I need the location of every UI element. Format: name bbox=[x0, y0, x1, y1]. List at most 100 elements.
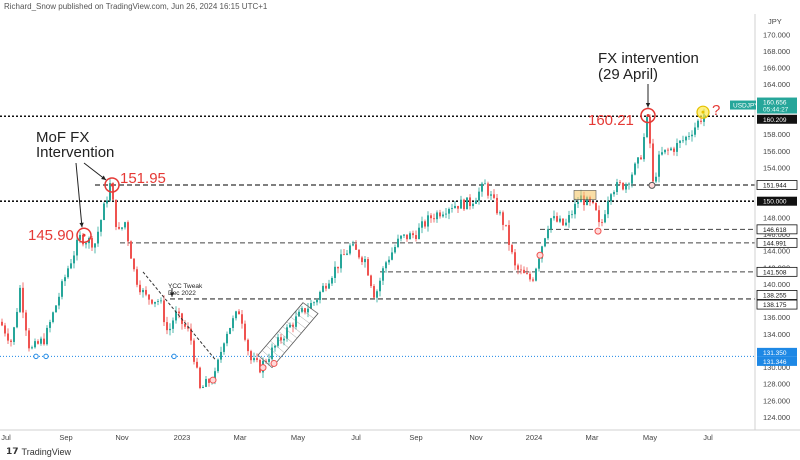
candle-body bbox=[397, 238, 399, 248]
candle-body bbox=[103, 203, 105, 221]
candle-body bbox=[586, 197, 588, 206]
countdown-label: 05:44:27 bbox=[763, 107, 789, 114]
candle-body bbox=[61, 281, 63, 297]
channel-hatch bbox=[278, 331, 294, 344]
channel-hatch bbox=[290, 316, 306, 329]
candle-body bbox=[136, 269, 138, 285]
price-badge bbox=[757, 347, 797, 357]
candle-body bbox=[607, 201, 609, 215]
y-tick-label: 148.000 bbox=[763, 213, 790, 222]
arrow-to-151 bbox=[83, 162, 107, 181]
candle-body bbox=[514, 252, 516, 266]
channel-hatch bbox=[294, 312, 310, 324]
candle-body bbox=[406, 234, 408, 240]
candle-body bbox=[265, 360, 267, 362]
level-touch-marker bbox=[171, 353, 177, 360]
candle-body bbox=[394, 247, 396, 253]
candle-body bbox=[118, 226, 120, 229]
price-badge bbox=[756, 290, 798, 300]
candle-body bbox=[172, 320, 174, 329]
candle-body bbox=[592, 202, 594, 203]
candle-body bbox=[517, 265, 519, 270]
candle-body bbox=[355, 244, 357, 250]
candle-body bbox=[445, 213, 447, 215]
candle-body bbox=[244, 323, 246, 340]
candle-body bbox=[469, 197, 471, 207]
candle-body bbox=[574, 203, 576, 215]
price-badge-label: 138.175 bbox=[763, 302, 787, 309]
candle-body bbox=[634, 163, 636, 175]
y-tick-label: 130.000 bbox=[763, 363, 790, 372]
candle-body bbox=[628, 183, 630, 185]
candle-body bbox=[145, 289, 147, 295]
candle-body bbox=[70, 263, 72, 269]
candle-body bbox=[379, 280, 381, 292]
y-tick-label: 158.000 bbox=[763, 130, 790, 139]
candle-body bbox=[550, 218, 552, 230]
channel-hatch bbox=[266, 345, 281, 358]
y-tick-label: 126.000 bbox=[763, 396, 790, 405]
candle-body bbox=[505, 224, 507, 226]
candle-body bbox=[367, 259, 369, 276]
candle-body bbox=[511, 244, 513, 253]
candle-body bbox=[553, 216, 555, 219]
candle-body bbox=[76, 239, 78, 256]
candle-body bbox=[16, 311, 18, 328]
candle-body bbox=[457, 205, 459, 209]
candle-body bbox=[649, 116, 651, 144]
swing-point-marker bbox=[648, 181, 656, 189]
candle-body bbox=[55, 305, 57, 313]
candle-body bbox=[658, 154, 660, 177]
y-tick-label: 154.000 bbox=[763, 163, 790, 172]
candle-body bbox=[346, 253, 348, 255]
candle-body bbox=[175, 311, 177, 321]
candle-body bbox=[217, 359, 219, 372]
swing-point-marker bbox=[259, 364, 267, 372]
candle-body bbox=[499, 212, 501, 214]
price-axis[interactable]: JPY124.000126.000128.000130.000132.00013… bbox=[730, 14, 800, 430]
x-tick-label: May bbox=[643, 433, 657, 442]
candle-body bbox=[337, 266, 339, 269]
candle-body bbox=[292, 324, 294, 327]
candle-body bbox=[325, 285, 327, 289]
candle-body bbox=[568, 215, 570, 223]
candle-body bbox=[334, 266, 336, 278]
arrow-ycc-head bbox=[169, 292, 175, 297]
arrow-to-151-head bbox=[101, 175, 106, 180]
y-tick-label: 124.000 bbox=[763, 413, 790, 422]
candle-body bbox=[430, 215, 432, 219]
candle-body bbox=[97, 231, 99, 244]
candle-body bbox=[661, 152, 663, 155]
y-tick-label: 168.000 bbox=[763, 47, 790, 56]
candle-body bbox=[463, 199, 465, 210]
candle-body bbox=[418, 227, 420, 239]
candle-body bbox=[421, 221, 423, 228]
time-axis[interactable]: Jul Sep Nov 2023 Mar May Jul Sep Nov 2024 Mar May Ju… bbox=[0, 429, 800, 442]
candle-body bbox=[490, 194, 492, 196]
tradingview-logo[interactable]: 𝟭𝟳 TradingView bbox=[6, 446, 71, 457]
candle-body bbox=[274, 345, 276, 348]
channel-hatch bbox=[257, 354, 273, 368]
candle-body bbox=[415, 235, 417, 239]
candle-body bbox=[691, 134, 693, 137]
candle-body bbox=[331, 277, 333, 284]
price-badge-label: 138.255 bbox=[763, 292, 787, 299]
candle-body bbox=[532, 279, 534, 281]
candle-body bbox=[403, 234, 405, 236]
candle-body bbox=[625, 184, 627, 190]
currency-label: JPY bbox=[768, 17, 782, 26]
candle-body bbox=[133, 258, 135, 270]
candle-body bbox=[253, 358, 255, 361]
candle-body bbox=[493, 194, 495, 198]
annotation-text: ? bbox=[712, 102, 720, 119]
y-tick-label: 136.000 bbox=[763, 313, 790, 322]
candle-body bbox=[28, 330, 30, 349]
channel-hatch bbox=[298, 307, 314, 319]
candle-body bbox=[241, 314, 243, 324]
candle-body bbox=[79, 234, 81, 240]
annotation-text: YCC Tweak bbox=[168, 283, 203, 290]
candle-body bbox=[547, 229, 549, 239]
candle-body bbox=[31, 347, 33, 349]
